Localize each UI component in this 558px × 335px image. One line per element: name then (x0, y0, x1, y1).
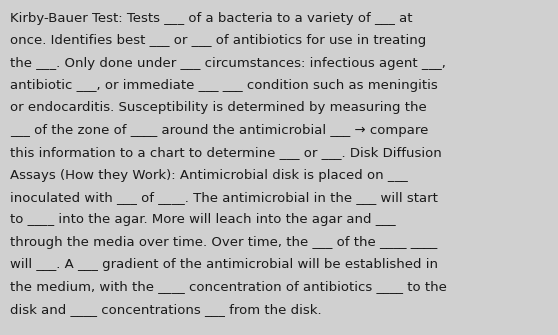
Text: will ___. A ___ gradient of the antimicrobial will be established in: will ___. A ___ gradient of the antimicr… (10, 258, 438, 271)
Text: or endocarditis. Susceptibility is determined by measuring the: or endocarditis. Susceptibility is deter… (10, 102, 427, 115)
Text: inoculated with ___ of ____. The antimicrobial in the ___ will start: inoculated with ___ of ____. The antimic… (10, 191, 438, 204)
Text: Assays (How they Work): Antimicrobial disk is placed on ___: Assays (How they Work): Antimicrobial di… (10, 169, 408, 182)
Text: ___ of the zone of ____ around the antimicrobial ___ → compare: ___ of the zone of ____ around the antim… (10, 124, 429, 137)
Text: disk and ____ concentrations ___ from the disk.: disk and ____ concentrations ___ from th… (10, 303, 321, 316)
Text: through the media over time. Over time, the ___ of the ____ ____: through the media over time. Over time, … (10, 236, 437, 249)
Text: Kirby-Bauer Test: Tests ___ of a bacteria to a variety of ___ at: Kirby-Bauer Test: Tests ___ of a bacteri… (10, 12, 412, 25)
Text: antibiotic ___, or immediate ___ ___ condition such as meningitis: antibiotic ___, or immediate ___ ___ con… (10, 79, 437, 92)
Text: once. Identifies best ___ or ___ of antibiotics for use in treating: once. Identifies best ___ or ___ of anti… (10, 35, 426, 47)
Text: the medium, with the ____ concentration of antibiotics ____ to the: the medium, with the ____ concentration … (10, 280, 447, 293)
Text: this information to a chart to determine ___ or ___. Disk Diffusion: this information to a chart to determine… (10, 146, 442, 159)
Text: the ___. Only done under ___ circumstances: infectious agent ___,: the ___. Only done under ___ circumstanc… (10, 57, 446, 70)
Text: to ____ into the agar. More will leach into the agar and ___: to ____ into the agar. More will leach i… (10, 213, 396, 226)
